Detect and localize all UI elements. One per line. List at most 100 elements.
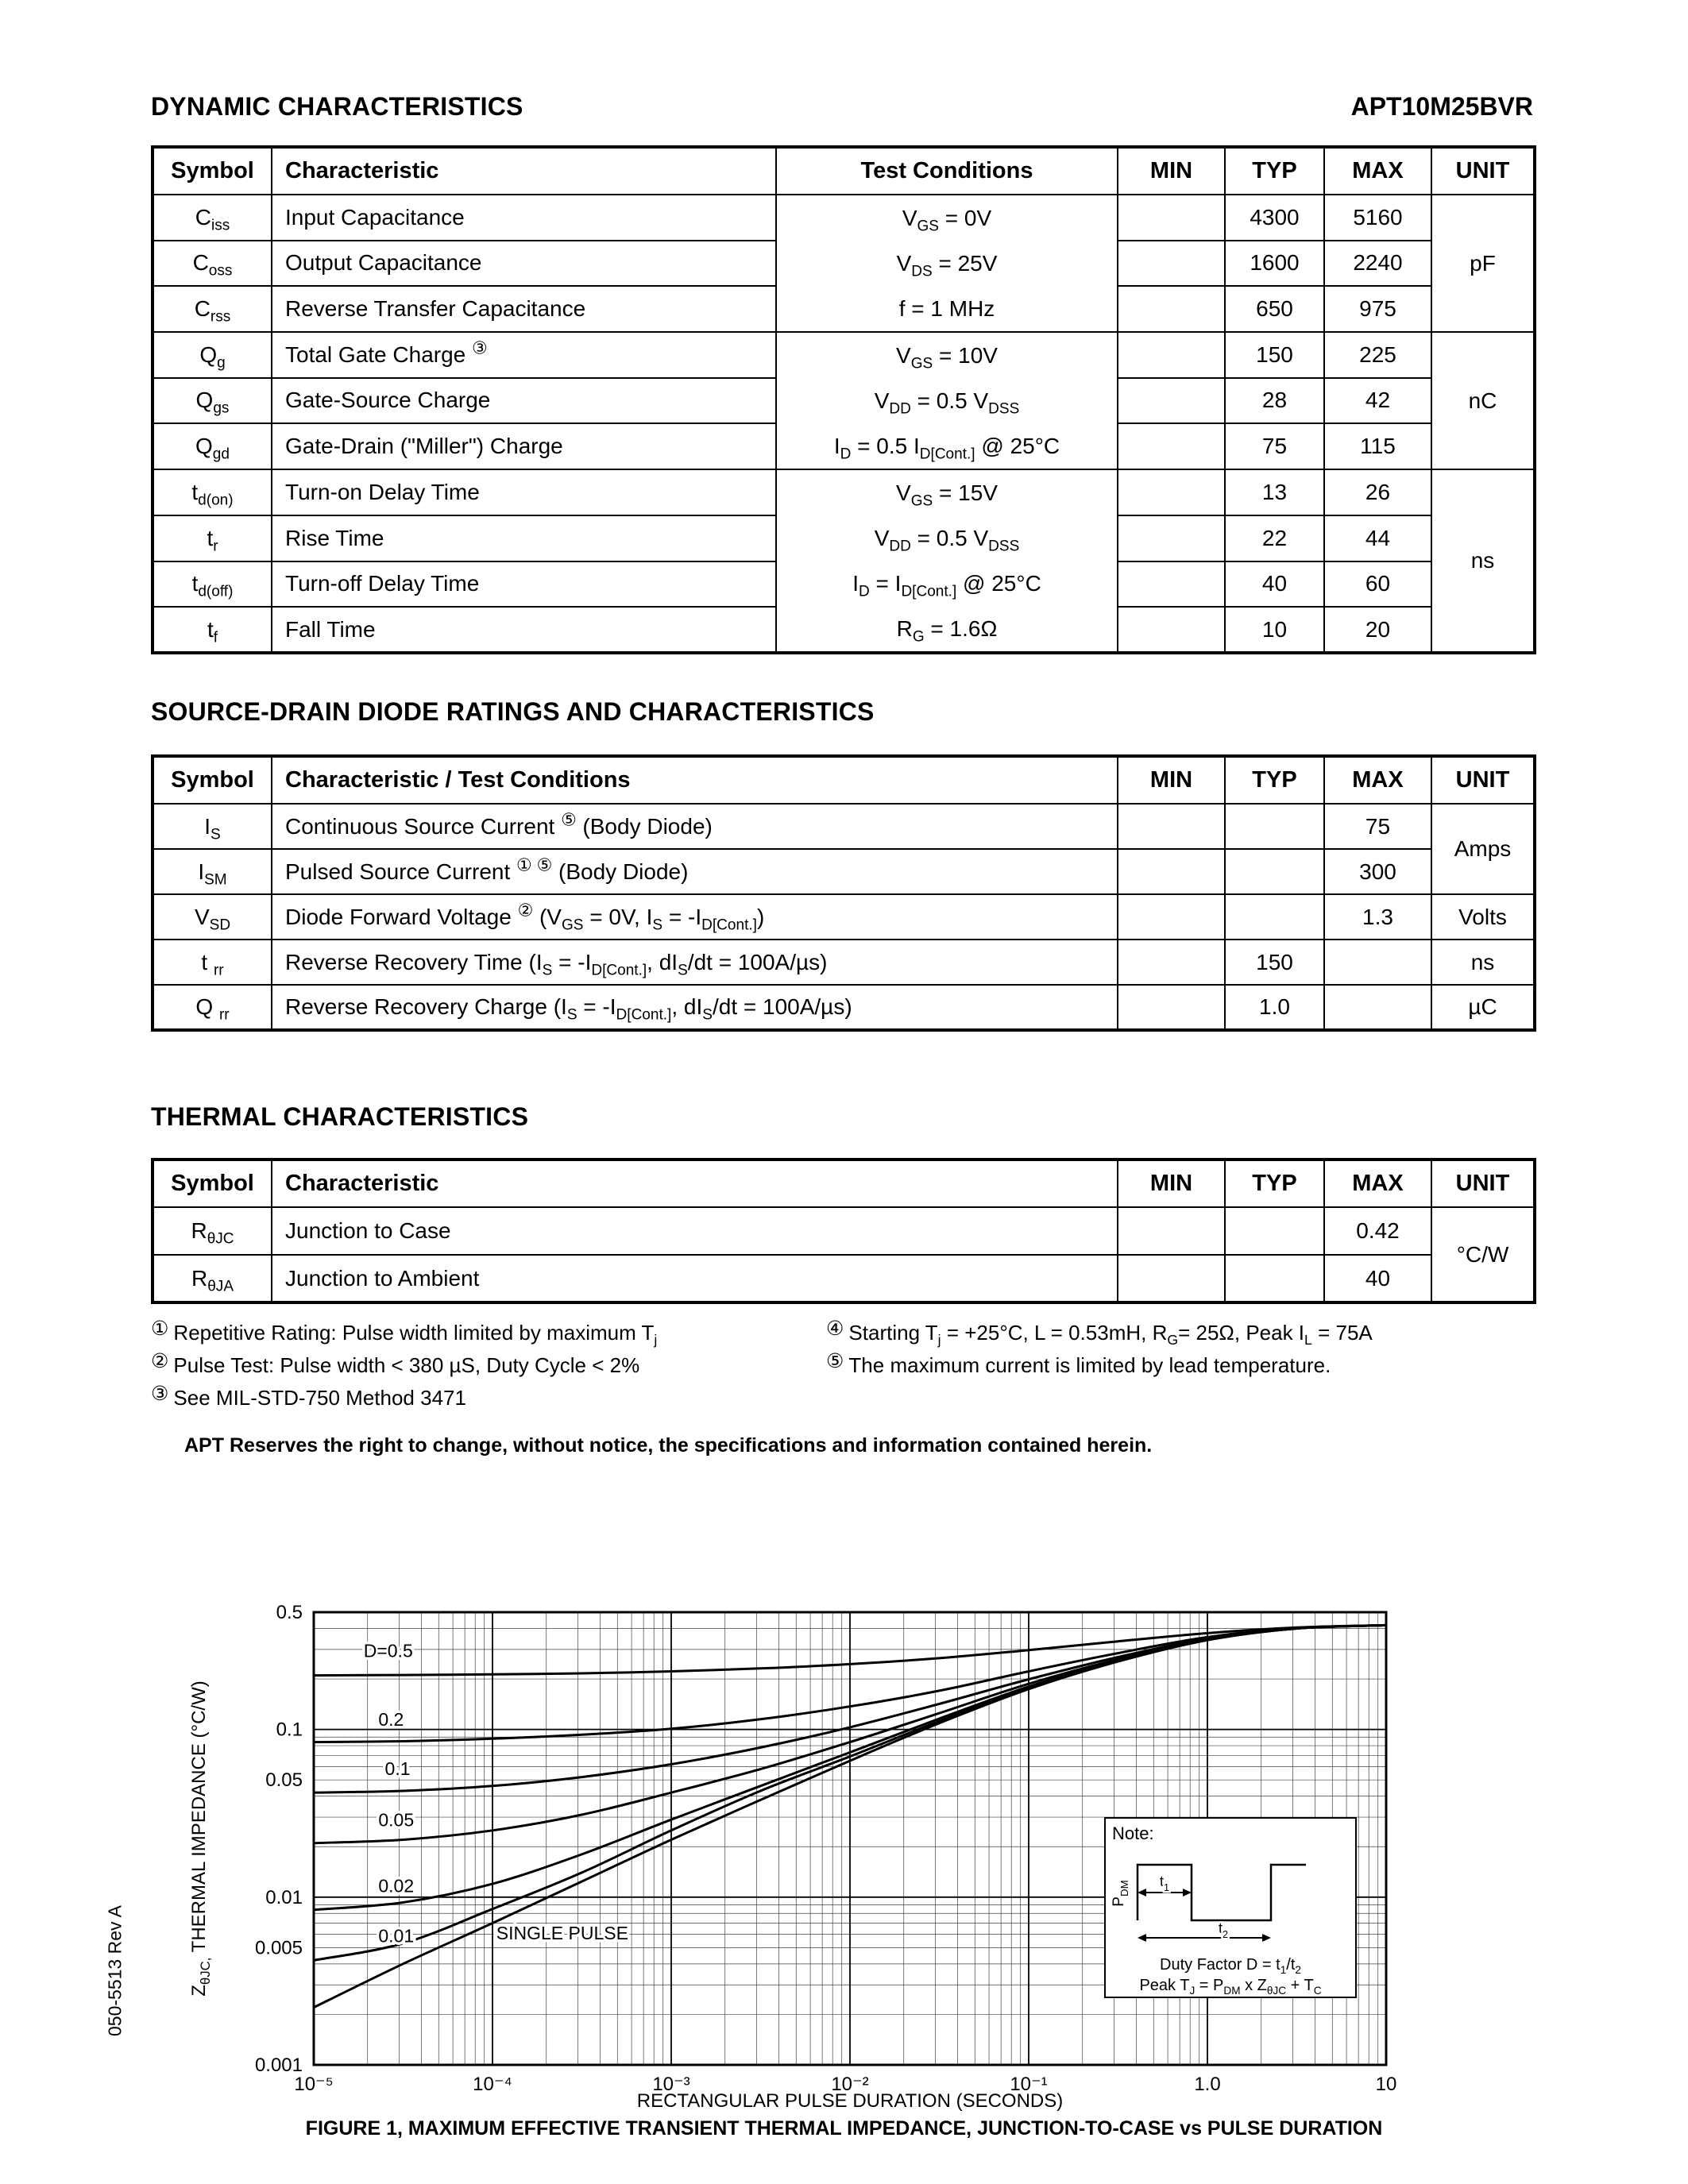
- curve-label: 0.05: [378, 1809, 414, 1830]
- characteristic-cell: Input Capacitance: [271, 194, 777, 241]
- symbol-cell: Qg: [152, 331, 272, 379]
- table-row: td(off) Turn-off Delay Time 40 60: [152, 560, 1535, 608]
- column-header: Symbol: [152, 755, 272, 805]
- table-row: Qg Total Gate Charge ③ VGS = 10V VDD = 0.5 …: [152, 331, 1535, 470]
- y-tick-label: 0.01: [265, 1887, 303, 1908]
- column-header: MIN: [1117, 146, 1226, 195]
- max-cell: 225: [1323, 331, 1432, 379]
- disclaimer-text: APT Reserves the right to change, withou…: [184, 1434, 1153, 1457]
- min-cell: [1117, 376, 1226, 425]
- x-tick-label: 10⁻³: [652, 2074, 689, 2095]
- max-cell: 0.42: [1323, 1206, 1432, 1256]
- footnotes-left-column: ① Repetitive Rating: Pulse width limited …: [151, 1317, 802, 1414]
- figure-1-chart: 10⁻⁵ 10⁻⁴ 10⁻³ 10⁻² 10⁻¹ 1.0 10 0.5 0.1 0.05 0.01 0…: [151, 1576, 1533, 2132]
- header-row: Symbol Characteristic MIN TYP MAX UNIT: [152, 1159, 1535, 1208]
- footnote-mark: ②: [151, 1350, 169, 1372]
- column-header: UNIT: [1431, 755, 1535, 805]
- typ-cell: 150: [1224, 331, 1325, 379]
- symbol-cell: Q rr: [152, 984, 272, 1031]
- footnote-mark: ⑤: [826, 1350, 844, 1372]
- plot-frame: [312, 1611, 1388, 2066]
- max-cell: [1323, 939, 1432, 986]
- source-drain-diode-table: Symbol Characteristic / Test Conditions MI…: [151, 754, 1536, 1032]
- table-row: Crss Reverse Transfer Capacitance 650 975: [152, 285, 1535, 333]
- min-cell: [1117, 331, 1226, 379]
- characteristic-cell: Fall Time: [271, 606, 777, 654]
- column-header: Characteristic / Test Conditions: [271, 755, 1118, 805]
- typ-cell: [1224, 1254, 1325, 1303]
- duty-factor-formula: Duty Factor D = t1/t2: [1160, 1956, 1301, 1976]
- characteristic-cell: Turn-on Delay Time: [271, 469, 777, 516]
- min-cell: [1117, 939, 1226, 986]
- column-header: TYP: [1224, 146, 1325, 195]
- characteristic-cell: Diode Forward Voltage ② (VGS = 0V, IS = …: [271, 893, 1118, 940]
- characteristic-cell: Continuous Source Current ⑤ (Body Diode): [271, 803, 1118, 850]
- symbol-cell: IS: [152, 803, 272, 850]
- y-tick-label: 0.1: [276, 1719, 303, 1741]
- footnote: ① Repetitive Rating: Pulse width limited …: [151, 1318, 658, 1349]
- max-cell: 975: [1323, 285, 1432, 333]
- typ-cell: [1224, 893, 1325, 940]
- max-cell: 26: [1323, 469, 1432, 516]
- max-cell: 115: [1323, 423, 1432, 470]
- table-row: Coss Output Capacitance 1600 2240: [152, 239, 1535, 287]
- characteristic-cell: Turn-off Delay Time: [271, 560, 777, 608]
- symbol-cell: RθJA: [152, 1254, 272, 1303]
- symbol-cell: t rr: [152, 939, 272, 986]
- column-header: MAX: [1323, 1159, 1432, 1208]
- symbol-cell: ISM: [152, 848, 272, 895]
- column-header: Characteristic: [271, 1159, 1118, 1208]
- min-cell: [1117, 1254, 1226, 1303]
- symbol-cell: Qgd: [152, 423, 272, 470]
- max-cell: 75: [1323, 803, 1432, 850]
- footnote-mark: ①: [151, 1318, 169, 1340]
- y-tick-label: 0.001: [255, 2055, 303, 2076]
- min-cell: [1117, 984, 1226, 1031]
- curve-label: SINGLE PULSE: [496, 1923, 628, 1943]
- column-header: Characteristic: [271, 146, 777, 195]
- typ-cell: [1224, 803, 1325, 850]
- typ-cell: [1224, 848, 1325, 895]
- min-cell: [1117, 893, 1226, 940]
- characteristic-cell: Total Gate Charge ③: [271, 331, 777, 379]
- min-cell: [1117, 606, 1226, 654]
- test-conditions-cell: VGS = 10V VDD = 0.5 VDSS ID = 0.5 ID[Cont.…: [775, 331, 1118, 470]
- min-cell: [1117, 239, 1226, 287]
- curve-label: 0.02: [378, 1876, 414, 1897]
- max-cell: 44: [1323, 514, 1432, 562]
- test-conditions-cell: VGS = 15V VDD = 0.5 VDSS ID = ID[Cont.] @ …: [775, 469, 1118, 654]
- min-cell: [1117, 423, 1226, 470]
- typ-cell: 75: [1224, 423, 1325, 470]
- symbol-cell: tf: [152, 606, 272, 654]
- header-row: Symbol Characteristic / Test Conditions MI…: [152, 755, 1535, 805]
- characteristic-cell: Junction to Case: [271, 1206, 1118, 1256]
- unit-cell: Amps: [1431, 803, 1535, 895]
- column-header: Test Conditions: [775, 146, 1118, 195]
- symbol-cell: tr: [152, 514, 272, 562]
- footnote: ② Pulse Test: Pulse width < 380 µS, Duty …: [151, 1350, 640, 1377]
- typ-cell: 22: [1224, 514, 1325, 562]
- symbol-cell: td(off): [152, 560, 272, 608]
- thermal-impedance-plot: 10⁻⁵ 10⁻⁴ 10⁻³ 10⁻² 10⁻¹ 1.0 10 0.5 0.1 0.05 0.01 0…: [188, 1602, 1396, 2112]
- x-tick-label: 10⁻⁵: [294, 2074, 333, 2095]
- header-row: Symbol Characteristic Test Conditions MIN TY…: [152, 146, 1535, 195]
- table-row: Q rr Reverse Recovery Charge (IS = -ID[Co…: [152, 984, 1535, 1031]
- section-title-thermal: THERMAL CHARACTERISTICS: [151, 1102, 529, 1131]
- curve-label: D=0.5: [364, 1641, 413, 1661]
- t2-label: t2: [1219, 1920, 1228, 1940]
- symbol-cell: Qgs: [152, 376, 272, 425]
- typ-cell: 28: [1224, 376, 1325, 425]
- curve-d-0.5: [312, 1623, 1388, 1677]
- unit-cell: ns: [1431, 939, 1535, 986]
- footnote-mark: ③: [151, 1383, 169, 1405]
- min-cell: [1117, 285, 1226, 333]
- unit-cell: °C/W: [1431, 1206, 1535, 1303]
- max-cell: 1.3: [1323, 893, 1432, 940]
- max-cell: 300: [1323, 848, 1432, 895]
- characteristic-cell: Reverse Recovery Charge (IS = -ID[Cont.]…: [271, 984, 1118, 1031]
- typ-cell: 13: [1224, 469, 1325, 516]
- x-axis-label: RECTANGULAR PULSE DURATION (SECONDS): [637, 2090, 1064, 2112]
- symbol-cell: td(on): [152, 469, 272, 516]
- characteristic-cell: Reverse Recovery Time (IS = -ID[Cont.], …: [271, 939, 1118, 986]
- column-header: MAX: [1323, 146, 1432, 195]
